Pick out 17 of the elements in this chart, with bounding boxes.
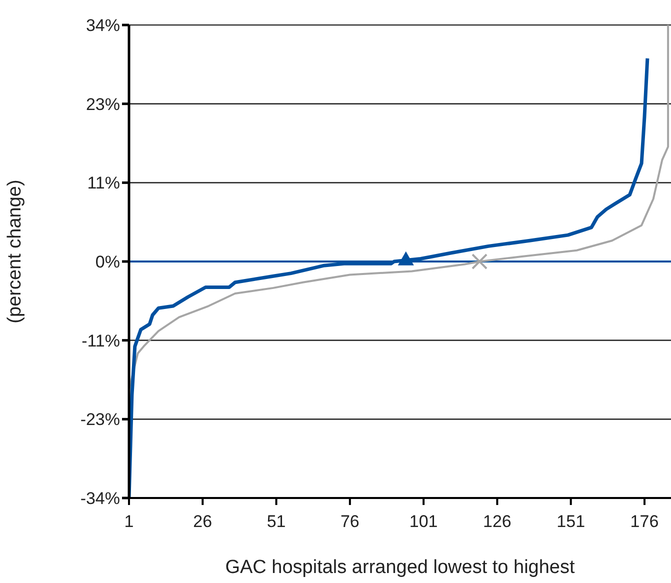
- y-tick-label: 34%: [86, 16, 120, 36]
- x-axis-title: GAC hospitals arranged lowest to highest: [225, 557, 576, 578]
- x-tick-label: 101: [409, 512, 438, 532]
- x-tick-label: 51: [266, 512, 286, 532]
- y-tick-label: -23%: [80, 410, 120, 430]
- y-tick-label: -11%: [82, 331, 120, 350]
- x-tick-label: 126: [483, 512, 512, 532]
- y-tick-label: -34%: [80, 489, 120, 508]
- x-tick-label: 26: [193, 512, 212, 532]
- x-tick-label: 151: [556, 512, 586, 532]
- y-tick-label: 11%: [87, 174, 120, 193]
- x-tick-label: 76: [340, 512, 360, 532]
- y-tick-label: 0%: [95, 252, 120, 272]
- y-axis-title: (percent change): [4, 180, 26, 324]
- x-tick-label: 176: [630, 512, 659, 532]
- y-tick-label: 23%: [86, 94, 120, 114]
- x-tick-label: 1: [124, 512, 134, 532]
